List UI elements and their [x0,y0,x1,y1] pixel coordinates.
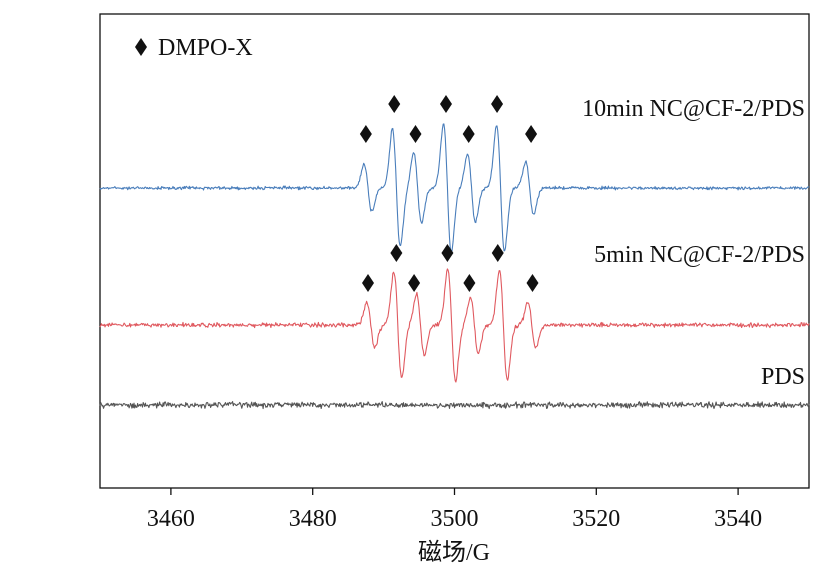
series-label: PDS [761,364,805,390]
peak-markers [359,95,539,292]
legend: DMPO-X [135,35,253,61]
x-tick-label: 3480 [289,506,337,532]
peak-marker [388,95,401,113]
x-axis-ticks: 3460 3480 3500 3520 3540 [147,488,762,532]
peak-marker [409,125,422,143]
series-label: 10min NC@CF-2/PDS [582,96,805,122]
peak-marker [359,125,372,143]
peak-marker [491,244,504,262]
x-tick-label: 3500 [431,506,479,532]
series-line-1 [99,123,810,254]
peak-marker [439,95,452,113]
x-tick-label: 3520 [572,506,620,532]
peak-marker [362,274,375,292]
peak-marker [526,274,539,292]
series-labels: 10min NC@CF-2/PDS 5min NC@CF-2/PDS PDS [582,96,805,390]
series-line-2 [99,268,810,383]
x-tick-label: 3540 [714,506,762,532]
peak-marker [463,274,476,292]
peak-marker [441,244,454,262]
series-line-3 [99,401,810,410]
series-label: 5min NC@CF-2/PDS [594,242,805,268]
x-tick-label: 3460 [147,506,195,532]
legend-label: DMPO-X [158,35,253,61]
peak-marker [491,95,504,113]
peak-marker [390,244,403,262]
spectra-curves [99,123,810,410]
x-axis-label: 磁场/G [418,539,490,566]
legend-diamond-marker [135,38,147,56]
peak-marker [408,274,421,292]
peak-marker [525,125,538,143]
peak-marker [462,125,475,143]
